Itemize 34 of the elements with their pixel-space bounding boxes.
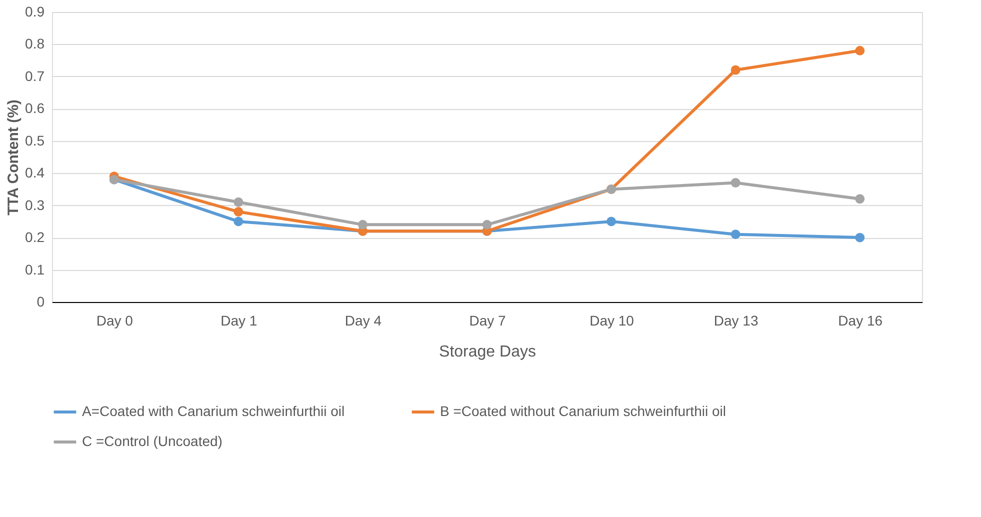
- x-tick-label: Day 7: [469, 312, 506, 328]
- y-tick-label: 0: [36, 294, 45, 310]
- point: [234, 216, 244, 226]
- y-tick-label: 0.6: [25, 100, 45, 116]
- y-tick-label: 0.4: [25, 164, 45, 181]
- x-axis-title: Storage Days: [439, 344, 536, 360]
- y-tick-label: 0.2: [25, 229, 45, 246]
- x-tick-label: Day 0: [96, 312, 134, 328]
- y-axis-title: TTA Content (%): [5, 100, 22, 216]
- x-tick-label: Day 1: [220, 312, 258, 328]
- point: [855, 194, 865, 204]
- point: [730, 178, 740, 188]
- y-tick-label: 0.9: [25, 4, 45, 20]
- point: [234, 197, 244, 207]
- point: [358, 220, 368, 230]
- y-tick-label: 0.8: [25, 36, 45, 52]
- x-tick-label: Day 16: [838, 312, 883, 328]
- y-tick-label: 0.7: [25, 68, 45, 84]
- legend-label: A=Coated with Canarium schweinfurthii oil: [82, 403, 345, 419]
- point: [606, 216, 616, 226]
- y-tick-label: 0.3: [25, 196, 45, 213]
- x-tick-label: Day 4: [344, 312, 382, 328]
- point: [234, 207, 244, 217]
- point: [855, 232, 865, 242]
- y-tick-label: 0.1: [25, 261, 45, 278]
- legend-label: C =Control (Uncoated): [82, 433, 222, 449]
- y-tick-label: 0.5: [25, 132, 45, 148]
- point: [482, 220, 492, 230]
- legend-label: B =Coated without Canarium schweinfurthii oil: [440, 403, 726, 419]
- point: [730, 65, 740, 75]
- point: [730, 230, 740, 240]
- point: [855, 46, 865, 56]
- x-tick-label: Day 10: [590, 312, 634, 328]
- x-tick-label: Day 13: [714, 312, 758, 328]
